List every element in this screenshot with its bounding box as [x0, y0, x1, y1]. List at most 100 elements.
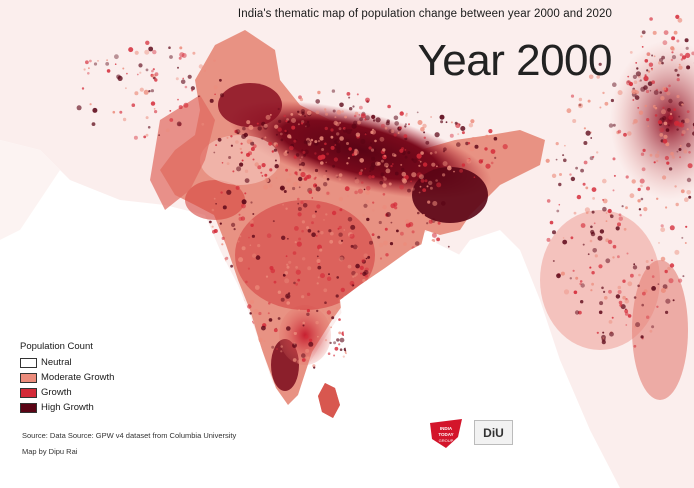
- population-speckle: [375, 117, 381, 123]
- population-speckle: [340, 287, 345, 293]
- legend-swatch-neutral: [20, 357, 37, 368]
- population-speckle: [326, 191, 330, 195]
- population-speckle: [654, 153, 660, 158]
- population-speckle: [143, 89, 149, 95]
- population-speckle: [346, 142, 349, 145]
- population-speckle: [333, 341, 337, 345]
- population-speckle: [640, 35, 643, 38]
- population-speckle: [474, 144, 479, 149]
- population-speckle: [371, 156, 376, 161]
- population-speckle: [627, 80, 630, 84]
- population-speckle: [450, 121, 453, 124]
- population-speckle: [285, 168, 288, 172]
- population-speckle: [269, 113, 272, 116]
- population-speckle: [441, 201, 446, 206]
- population-speckle: [301, 358, 306, 362]
- legend-title: Population Count: [20, 341, 93, 352]
- population-speckle: [633, 296, 637, 299]
- population-speckle: [686, 65, 691, 70]
- population-speckle: [237, 240, 240, 243]
- population-speckle: [393, 115, 399, 121]
- population-speckle: [225, 256, 229, 260]
- population-speckle: [596, 75, 600, 79]
- population-speckle: [668, 167, 673, 171]
- population-speckle: [570, 236, 574, 240]
- population-speckle: [651, 275, 655, 278]
- population-speckle: [355, 132, 361, 137]
- population-speckle: [617, 222, 621, 227]
- population-speckle: [349, 233, 355, 239]
- population-speckle: [394, 206, 398, 210]
- population-speckle: [220, 191, 223, 194]
- population-speckle: [306, 309, 310, 313]
- population-speckle: [354, 177, 357, 180]
- population-speckle: [311, 232, 316, 237]
- population-speckle: [169, 118, 174, 122]
- population-speckle: [239, 147, 242, 151]
- population-speckle: [642, 148, 646, 152]
- population-speckle: [558, 203, 561, 206]
- population-speckle: [439, 114, 445, 120]
- population-speckle: [249, 139, 253, 143]
- population-speckle: [112, 110, 116, 114]
- population-speckle: [271, 150, 274, 153]
- population-speckle: [349, 107, 353, 111]
- population-speckle: [256, 122, 259, 125]
- population-speckle: [668, 278, 674, 284]
- population-speckle: [332, 109, 336, 113]
- population-speckle: [651, 286, 656, 291]
- population-speckle: [662, 86, 667, 91]
- population-speckle: [634, 325, 637, 328]
- population-speckle: [631, 89, 637, 95]
- population-speckle: [192, 51, 196, 55]
- population-speckle: [287, 180, 290, 182]
- population-speckle: [449, 133, 454, 138]
- population-speckle: [420, 151, 424, 155]
- population-speckle: [324, 142, 327, 146]
- population-speckle: [420, 179, 425, 183]
- population-speckle: [300, 156, 304, 159]
- population-speckle: [481, 159, 484, 161]
- population-speckle: [306, 110, 312, 116]
- population-speckle: [354, 178, 360, 184]
- population-speckle: [372, 201, 375, 204]
- population-speckle: [598, 310, 603, 315]
- population-speckle: [676, 73, 680, 77]
- population-speckle: [644, 74, 647, 77]
- population-speckle: [213, 197, 216, 200]
- population-speckle: [575, 166, 578, 170]
- legend-item-growth: Growth: [20, 385, 114, 400]
- population-speckle: [656, 159, 659, 163]
- population-speckle: [294, 241, 297, 244]
- population-speckle: [469, 146, 475, 152]
- population-speckle: [603, 290, 606, 293]
- population-speckle: [636, 67, 639, 70]
- population-speckle: [313, 366, 316, 369]
- population-speckle: [601, 340, 606, 345]
- population-speckle: [649, 89, 652, 92]
- population-speckle: [351, 123, 357, 129]
- population-speckle: [416, 153, 422, 159]
- population-speckle: [252, 253, 257, 258]
- population-speckle: [623, 132, 627, 137]
- population-speckle: [678, 63, 681, 66]
- population-speckle: [365, 190, 371, 195]
- population-speckle: [649, 329, 653, 333]
- population-speckle: [344, 186, 350, 192]
- population-speckle: [640, 86, 646, 92]
- population-speckle: [298, 163, 302, 166]
- population-speckle: [579, 282, 582, 286]
- population-speckle: [310, 138, 314, 142]
- population-speckle: [290, 113, 294, 116]
- population-speckle: [552, 230, 556, 235]
- population-speckle: [665, 298, 671, 304]
- population-speckle: [345, 138, 350, 143]
- population-speckle: [651, 80, 655, 84]
- population-speckle: [288, 173, 292, 176]
- population-speckle: [247, 267, 250, 270]
- population-speckle: [610, 98, 615, 103]
- population-speckle: [213, 151, 216, 154]
- population-speckle: [401, 167, 405, 172]
- population-speckle: [560, 271, 565, 276]
- population-speckle: [325, 112, 329, 116]
